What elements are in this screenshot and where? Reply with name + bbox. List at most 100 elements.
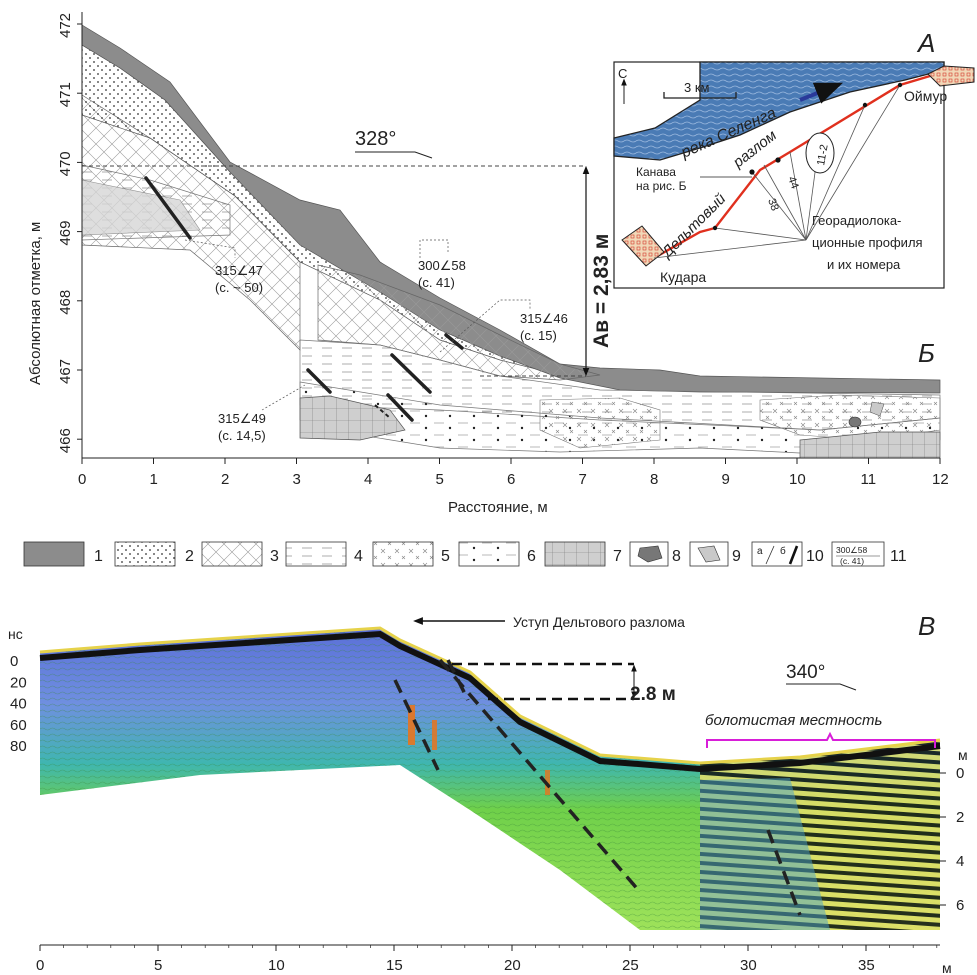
gpr-ray — [751, 171, 807, 241]
gpr-point — [897, 82, 903, 88]
m-axis-label: м — [958, 747, 968, 763]
town-oymur-label: Оймур — [904, 88, 947, 104]
legend-item: 1 — [23, 541, 103, 567]
y-tick-label: 470 — [57, 151, 74, 176]
m-tick-label: 6 — [956, 897, 964, 914]
gpr-fault — [438, 658, 642, 894]
svg-text:4: 4 — [354, 548, 363, 565]
gpr-point — [749, 169, 755, 175]
y-axis-label: Абсолютная отметка, м — [27, 222, 44, 385]
annotation-angle: 315∠47 — [215, 263, 263, 278]
gpr-label-3: и их номера — [827, 257, 901, 272]
fault-line — [444, 333, 464, 350]
fault-line — [386, 393, 414, 422]
panel-letter-v: В — [918, 611, 935, 641]
surface-reflector-top — [39, 626, 941, 765]
y-tick-label: 472 — [57, 13, 74, 38]
gpr-point — [712, 225, 718, 231]
pebble — [848, 416, 862, 428]
ns-ticks: 0 20 40 60 80 — [10, 653, 27, 755]
x-tick-label: 1 — [150, 471, 158, 488]
gpr-fault — [446, 659, 470, 701]
gpr-ray — [789, 151, 807, 241]
annotation-angle: 300∠58 — [418, 258, 466, 273]
x-tick-label: 2 — [221, 471, 229, 488]
azimuth-label: 328° — [355, 128, 396, 150]
ns-tick-label: 80 — [10, 738, 27, 755]
lens — [869, 401, 885, 417]
x-tick-label: 5 — [154, 957, 162, 974]
m-tick-label: 2 — [956, 809, 964, 826]
panel-v: В 2.8 м Уступ Дельтового разлома 340° — [8, 611, 968, 975]
annotation-note: (с. ~ 50) — [215, 280, 263, 295]
gpr-point — [775, 157, 781, 163]
svg-text:11: 11 — [890, 548, 907, 565]
annotation-note: (с. 41) — [418, 275, 455, 290]
x-tick-label: 5 — [436, 471, 444, 488]
anomaly — [432, 720, 437, 750]
legend-item: 6 — [458, 541, 536, 567]
gpr-point — [862, 102, 868, 108]
gpr-label-1: Георадиолока- — [812, 213, 901, 228]
layer-grid-left — [299, 395, 406, 441]
radargram-noise-zone — [700, 778, 830, 930]
azimuth-arrow — [355, 151, 433, 159]
town-oymur — [927, 65, 975, 87]
x-tick-label: 15 — [386, 957, 403, 974]
profile-number-44: 44 — [785, 175, 800, 191]
ns-tick-label: 60 — [10, 717, 27, 734]
gpr-profile-lines — [653, 84, 901, 259]
ns-axis-label: нс — [8, 626, 23, 642]
gpr-fault — [393, 679, 440, 771]
gpr-ray — [763, 164, 807, 241]
fault-thin — [374, 404, 391, 419]
trench-label-2: на рис. Б — [636, 179, 687, 193]
layer-gray-soil — [81, 24, 941, 394]
faults-b — [144, 176, 464, 422]
profile-id-label: 11-2 — [815, 144, 830, 167]
panel-letter-b: Б — [918, 338, 935, 368]
x-tick-label: 4 — [364, 471, 372, 488]
legend-item: 9 — [689, 541, 741, 567]
legend-item: 7 — [544, 541, 622, 567]
ns-tick-label: 40 — [10, 696, 27, 713]
m-ticks: 0 2 4 6 — [940, 765, 964, 914]
annotation-angle: 315∠49 — [218, 411, 266, 426]
legend-item: 5 — [372, 541, 450, 567]
scale-bar — [663, 92, 737, 99]
legend-item: 300∠58 (с. 41) 11 — [831, 541, 907, 567]
x-tick-label: 11 — [861, 471, 877, 488]
swamp-bracket — [706, 731, 936, 748]
svg-text:5: 5 — [441, 548, 450, 565]
swamp-label: болотистая местность — [705, 712, 882, 729]
x-tick-label: 0 — [78, 471, 86, 488]
scarp-label: Уступ Дельтового разлома — [513, 614, 685, 630]
y-tick-label: 467 — [57, 359, 74, 384]
annotation-note: (с. 15) — [520, 328, 557, 343]
panel-b: Ав = 2,83 м 328° 315∠47 (с. ~ 50) 300∠58… — [27, 12, 949, 516]
surface-reflector — [39, 630, 941, 773]
m-tick-label: 0 — [956, 765, 964, 782]
x-tick-label: 8 — [650, 471, 658, 488]
svg-text:10: 10 — [806, 548, 824, 565]
fault-line — [390, 353, 432, 394]
offset-label: Ав = 2,83 м — [590, 234, 613, 348]
gpr-ray — [805, 84, 901, 241]
azimuth-label: 340° — [786, 662, 825, 683]
x-axis-label: Расстояние, м — [448, 499, 548, 516]
x-tick-label: 12 — [932, 471, 949, 488]
legend-item: 8 — [629, 541, 681, 567]
scale-label: 3 км — [684, 80, 710, 95]
x-axis-unit: м — [942, 960, 952, 975]
x-ticks: 0 1 2 3 4 5 6 7 8 9 10 11 12 — [78, 458, 949, 488]
svg-text:7: 7 — [613, 548, 622, 565]
y-ticks: 472 471 470 469 468 467 466 — [57, 13, 82, 453]
azimuth-arrow — [786, 683, 857, 691]
svg-text:2: 2 — [185, 548, 194, 565]
legend-item: 4 — [285, 541, 363, 567]
x-tick-label: 25 — [622, 957, 639, 974]
svg-text:6: 6 — [527, 548, 536, 565]
x-tick-label: 20 — [504, 957, 521, 974]
gpr-fault — [766, 829, 802, 916]
legend-item: 3 — [201, 541, 279, 567]
